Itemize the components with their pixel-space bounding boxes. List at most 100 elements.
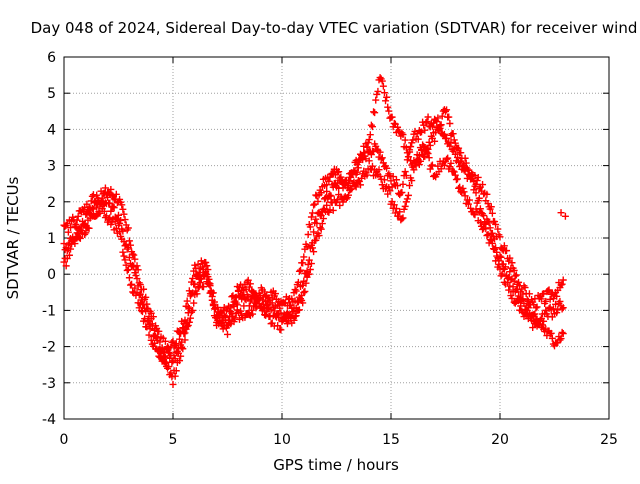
data-point-track-A <box>453 153 461 161</box>
data-point-track-A <box>557 281 565 289</box>
data-point-track-C <box>506 268 514 276</box>
data-point-track-C <box>531 310 539 318</box>
data-point-track-A <box>383 164 391 172</box>
data-point-track-C <box>346 177 354 185</box>
data-point-track-A <box>386 172 394 180</box>
data-point-track-C <box>145 331 153 339</box>
data-point-track-B <box>147 315 155 323</box>
data-point-track-B <box>452 176 460 184</box>
data-point-track-A <box>542 297 550 305</box>
data-point-track-A <box>545 286 553 294</box>
data-point-track-B <box>76 234 84 242</box>
data-point-track-B <box>540 317 548 325</box>
data-point-track-B <box>505 286 513 294</box>
data-point-track-B <box>437 165 445 173</box>
data-point-track-C <box>126 281 134 289</box>
data-point-track-B <box>451 171 459 179</box>
data-point-track-C <box>493 248 501 256</box>
data-point-track-C <box>116 228 124 236</box>
data-point-track-B <box>110 204 118 212</box>
data-point-track-C <box>382 97 390 105</box>
data-point-track-C <box>153 345 161 353</box>
data-point-track-B <box>129 261 137 269</box>
x-tick-label: 20 <box>491 432 509 448</box>
data-point-track-B <box>396 208 404 216</box>
data-point-track-A <box>479 181 487 189</box>
data-point-track-B <box>132 272 140 280</box>
data-point-track-C <box>120 252 128 260</box>
data-point-track-A <box>131 255 139 263</box>
data-point-track-B <box>380 176 388 184</box>
y-axis-label: SDTVAR / TECUs <box>4 176 22 299</box>
data-point-track-A <box>421 126 429 134</box>
data-point-track-B <box>449 167 457 175</box>
data-point-track-C <box>350 167 358 175</box>
data-point-track-C <box>372 96 380 104</box>
data-point-track-B <box>403 195 411 203</box>
data-point-track-B <box>247 306 255 314</box>
data-point-track-A <box>142 293 150 301</box>
data-point-track-C <box>367 121 375 129</box>
data-point-track-B <box>329 206 337 214</box>
x-axis-label: GPS time / hours <box>273 456 399 474</box>
data-point-track-B <box>249 310 257 318</box>
data-point-track-C <box>414 158 422 166</box>
data-point-track-B <box>241 313 249 321</box>
data-point-track-C <box>450 136 458 144</box>
data-point-isolated-points <box>557 209 565 217</box>
y-tick-label: 5 <box>47 86 56 102</box>
data-point-track-A <box>327 192 335 200</box>
data-point-track-A <box>537 295 545 303</box>
data-point-track-C <box>202 259 210 267</box>
data-point-track-B <box>444 154 452 162</box>
data-point-track-C <box>138 308 146 316</box>
data-point-track-C <box>476 205 484 213</box>
data-point-track-B <box>404 191 412 199</box>
data-point-track-A <box>423 118 431 126</box>
data-point-track-B <box>406 181 414 189</box>
grid-lines <box>64 57 609 419</box>
data-point-track-C <box>125 274 133 282</box>
data-point-track-B <box>291 312 299 320</box>
data-point-track-B <box>461 192 469 200</box>
data-point-track-C <box>472 189 480 197</box>
data-point-track-A <box>121 216 129 224</box>
data-point-track-B <box>408 177 416 185</box>
data-point-track-C <box>532 315 540 323</box>
data-point-track-A <box>483 190 491 198</box>
data-point-track-C <box>431 137 439 145</box>
data-point-track-A <box>120 210 128 218</box>
data-point-track-B <box>258 296 266 304</box>
data-point-track-C <box>288 295 296 303</box>
data-point-track-C <box>303 243 311 251</box>
data-point-track-B <box>339 198 347 206</box>
data-point-track-B <box>130 263 138 271</box>
data-point-track-C <box>295 267 303 275</box>
data-point-track-B <box>559 304 567 312</box>
data-point-track-B <box>386 187 394 195</box>
data-point-track-C <box>218 318 226 326</box>
data-point-track-C <box>425 138 433 146</box>
data-point-track-B <box>140 301 148 309</box>
data-point-track-C <box>309 209 317 217</box>
data-point-track-C <box>180 319 188 327</box>
data-point-track-A <box>277 309 285 317</box>
data-point-track-A <box>161 337 169 345</box>
data-point-track-C <box>294 278 302 286</box>
data-point-track-A <box>515 278 523 286</box>
data-point-track-B <box>399 214 407 222</box>
data-point-track-C <box>379 82 387 90</box>
data-point-track-C <box>131 284 139 292</box>
data-point-track-B <box>307 260 315 268</box>
data-point-track-A <box>394 182 402 190</box>
data-point-track-A <box>494 225 502 233</box>
data-point-track-A <box>389 173 397 181</box>
data-point-track-C <box>221 313 229 321</box>
data-point-track-B <box>197 275 205 283</box>
data-point-track-C <box>462 159 470 167</box>
data-point-track-A <box>310 228 318 236</box>
data-point-track-C <box>486 224 494 232</box>
data-point-track-A <box>553 292 561 300</box>
y-tick-label: -3 <box>42 376 56 392</box>
